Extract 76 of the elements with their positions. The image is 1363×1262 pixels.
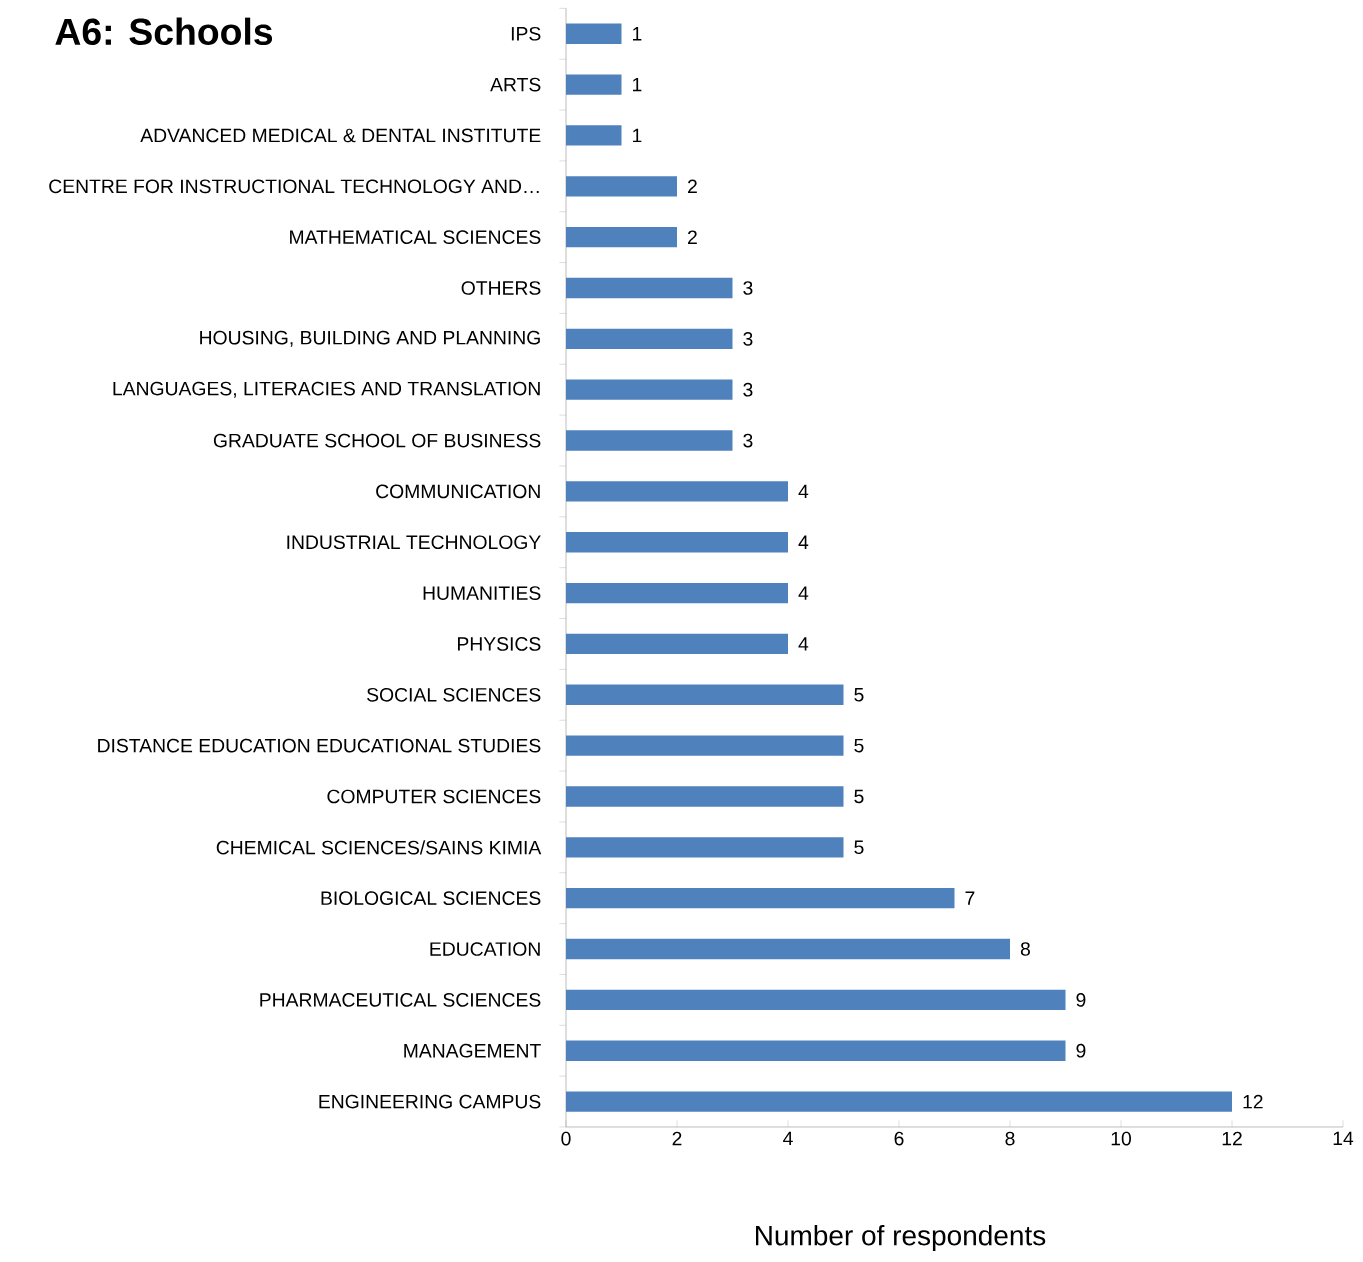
data-label: 5 <box>854 840 864 855</box>
bar <box>566 532 788 553</box>
data-label: 9 <box>1076 993 1086 1007</box>
x-tick-label: 14 <box>1333 1131 1354 1146</box>
bar <box>566 74 622 95</box>
data-label: 1 <box>633 27 642 41</box>
bar <box>566 379 733 400</box>
y-tick-label: PHYSICS <box>458 637 541 651</box>
y-tick-label: IPS <box>511 26 541 41</box>
y-tick-label: PHARMACEUTICAL SCIENCES <box>260 993 541 1007</box>
bar <box>566 277 733 299</box>
y-tick-label: OTHERS <box>461 281 541 295</box>
data-label: 4 <box>798 535 809 549</box>
data-label: 4 <box>798 586 809 600</box>
bar <box>566 786 844 807</box>
y-tick-label: DISTANCE EDUCATION EDUCATIONAL STUDIES <box>98 738 541 753</box>
bar <box>566 226 677 248</box>
y-tick-label: ARTS <box>490 77 541 92</box>
data-label: 5 <box>854 688 864 702</box>
bar <box>566 633 788 655</box>
x-tick-label: 6 <box>894 1131 904 1146</box>
x-tick-label: 12 <box>1222 1131 1242 1146</box>
x-tick-label: 2 <box>672 1131 682 1146</box>
bar <box>566 989 1066 1011</box>
bar <box>566 430 733 451</box>
bar <box>566 837 844 858</box>
y-tick-label: ENGINEERING CAMPUS <box>319 1094 541 1109</box>
y-tick-label: EDUCATION <box>430 942 540 956</box>
y-tick-label: HUMANITIES <box>423 586 541 600</box>
data-label: 2 <box>688 230 697 244</box>
data-label: 1 <box>633 128 642 143</box>
bar <box>566 938 1010 960</box>
bar <box>566 176 677 197</box>
data-label: 3 <box>743 433 753 448</box>
x-tick-label: 10 <box>1111 1131 1131 1146</box>
text: A6: Schools <box>55 17 273 46</box>
y-tick-label: MANAGEMENT <box>404 1043 541 1058</box>
y-tick-label: SOCIAL SCIENCES <box>367 687 541 702</box>
data-label: 4 <box>798 484 809 499</box>
x-tick-label: 8 <box>1005 1131 1015 1146</box>
data-label: 9 <box>1076 1043 1086 1058</box>
data-label: 4 <box>798 637 809 651</box>
x-axis-title: Number of respondents <box>756 1224 1046 1252</box>
bar <box>566 888 955 909</box>
y-tick-label: CENTRE FOR INSTRUCTIONAL TECHNOLOGY AND… <box>49 179 539 194</box>
y-tick-label: BIOLOGICAL SCIENCES <box>321 891 541 906</box>
bar <box>566 1091 1233 1112</box>
y-tick-label: COMMUNICATION <box>376 484 540 499</box>
y-tick-label: CHEMICAL SCIENCES/SAINS KIMIA <box>216 840 542 855</box>
bar <box>566 23 622 44</box>
data-label: 3 <box>743 331 753 346</box>
data-label: 3 <box>743 382 753 397</box>
y-tick-label: LANGUAGES, LITERACIES AND TRANSLATION <box>113 381 540 398</box>
y-tick-label: MATHEMATICAL SCIENCES <box>290 230 541 244</box>
data-label: 3 <box>743 281 753 295</box>
data-label: 2 <box>688 179 697 194</box>
data-label: 5 <box>854 738 864 753</box>
x-tick-label: 0 <box>561 1131 571 1146</box>
bar <box>566 125 622 146</box>
y-tick-label: HOUSING, BUILDING AND PLANNING <box>200 330 540 347</box>
bar <box>566 582 788 604</box>
data-label: 8 <box>1020 942 1030 956</box>
bar <box>566 1040 1066 1061</box>
y-tick-label: INDUSTRIAL TECHNOLOGY <box>287 535 541 550</box>
x-tick-label: 4 <box>783 1131 793 1146</box>
bar <box>566 481 788 502</box>
data-label: 7 <box>965 891 975 905</box>
data-label: 12 <box>1243 1094 1263 1109</box>
bar <box>566 735 844 756</box>
bar <box>566 684 844 705</box>
bar <box>566 328 733 350</box>
data-label: 1 <box>633 77 642 92</box>
y-tick-label: ADVANCED MEDICAL & DENTAL INSTITUTE <box>140 128 541 143</box>
y-tick-label: GRADUATE SCHOOL OF BUSINESS <box>213 433 541 448</box>
y-tick-label: COMPUTER SCIENCES <box>327 789 541 804</box>
data-label: 5 <box>854 789 864 804</box>
